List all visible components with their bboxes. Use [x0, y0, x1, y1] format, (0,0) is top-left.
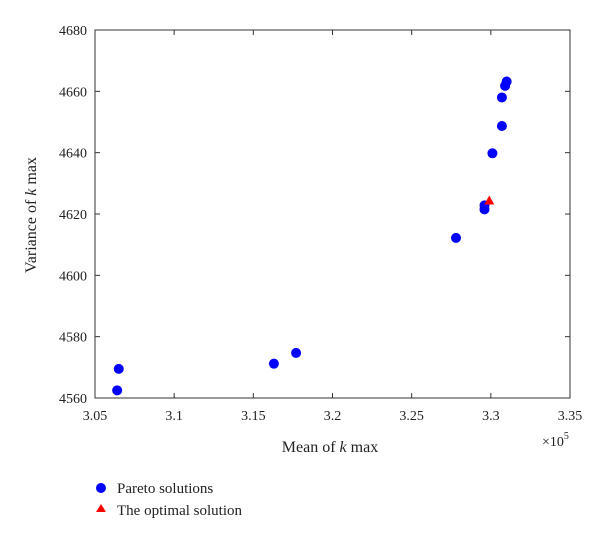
pareto-solution-point	[496, 92, 507, 103]
y-tick-label: 4640	[59, 147, 87, 162]
x-axis-multiplier: ×105	[542, 431, 569, 450]
x-tick-label: 3.1	[165, 409, 183, 424]
pareto-solution-point	[451, 232, 461, 243]
x-axis-title: Mean of k max	[282, 439, 378, 456]
legend-label-pareto: Pareto solutions	[117, 481, 213, 497]
pareto-solution-point	[487, 148, 498, 159]
legend: Pareto solutions The optimal solution	[96, 481, 242, 519]
x-tick-label: 3.2	[324, 409, 342, 424]
pareto-solution-point	[291, 347, 302, 358]
x-tick-label: 3.3	[482, 409, 500, 424]
legend-marker-pareto	[96, 483, 106, 493]
x-tick-label: 3.25	[399, 409, 424, 424]
legend-marker-optimal	[96, 504, 106, 512]
pareto-solution-point	[496, 120, 507, 131]
x-tick-label: 3.15	[241, 409, 266, 424]
y-tick-label: 4680	[59, 24, 87, 39]
x-tick-label: 3.35	[558, 409, 583, 424]
y-tick-label: 4660	[59, 85, 87, 100]
pareto-solution-point	[112, 385, 123, 396]
pareto-solution-point	[113, 363, 124, 374]
plot-area	[94, 29, 571, 399]
y-tick-label: 4580	[59, 331, 87, 346]
legend-label-optimal: The optimal solution	[117, 503, 242, 519]
y-tick-label: 4560	[59, 392, 87, 407]
x-axis: 3.05 3.1 3.15 3.2 3.25 3.3 3.35	[83, 30, 583, 424]
y-axis: 4560 4580 4600 4620 4640 4660 4680	[59, 24, 570, 407]
pareto-solution-point	[501, 76, 512, 87]
data-points	[112, 76, 512, 396]
y-axis-title: Variance of k max	[23, 157, 40, 273]
y-tick-label: 4620	[59, 208, 87, 223]
optimal-solution-point	[484, 195, 495, 205]
x-tick-label: 3.05	[83, 409, 108, 424]
y-tick-label: 4600	[59, 269, 87, 284]
pareto-solution-point	[268, 358, 279, 369]
